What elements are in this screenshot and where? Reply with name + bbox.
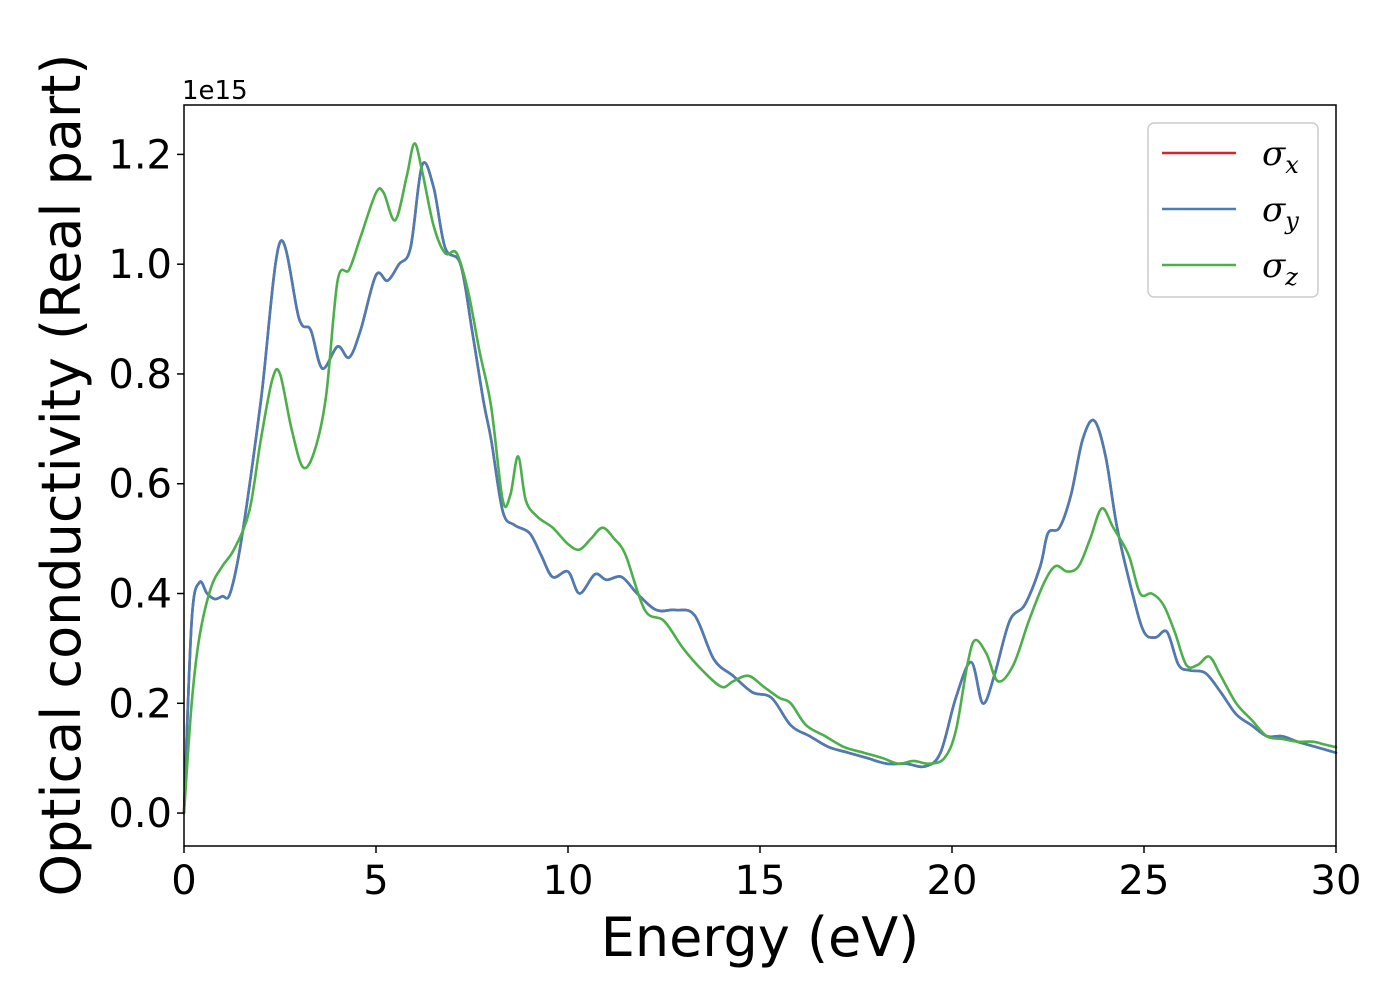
- y-tick-label: 0.6: [108, 462, 172, 508]
- series-sigma-y-line: [182, 161, 1338, 815]
- y-offset-label: 1e15: [182, 76, 248, 106]
- x-tick-label: 10: [543, 858, 594, 904]
- x-axis-title: Energy (eV): [601, 906, 920, 969]
- x-tick-label: 30: [1311, 858, 1362, 904]
- x-tick-label: 15: [735, 858, 786, 904]
- y-tick-label: 0.0: [108, 791, 172, 837]
- x-tick-label: 5: [363, 858, 388, 904]
- legend-label: σx: [1262, 134, 1299, 179]
- y-tick-label: 0.2: [108, 681, 172, 727]
- x-tick-label: 20: [927, 858, 978, 904]
- x-tick-label: 25: [1119, 858, 1170, 904]
- series-group: [182, 142, 1338, 815]
- legend: σx σy σz: [1147, 122, 1319, 298]
- plot-background: [184, 105, 1336, 846]
- x-axis: 0 5 10 15 20 25 30: [171, 846, 1361, 904]
- y-tick-label: 1.2: [108, 132, 172, 178]
- y-axis-title: Optical conductivity (Real part): [30, 54, 93, 897]
- y-tick-label: 0.8: [108, 352, 172, 398]
- legend-label: σy: [1262, 190, 1299, 235]
- y-tick-label: 1.0: [108, 242, 172, 288]
- y-axis: 0.0 0.2 0.4 0.6 0.8 1.0 1.2: [108, 132, 184, 837]
- legend-label: σz: [1262, 246, 1298, 291]
- x-tick-label: 0: [171, 858, 196, 904]
- y-tick-label: 0.4: [108, 572, 172, 618]
- series-sigma-z-line: [182, 142, 1338, 815]
